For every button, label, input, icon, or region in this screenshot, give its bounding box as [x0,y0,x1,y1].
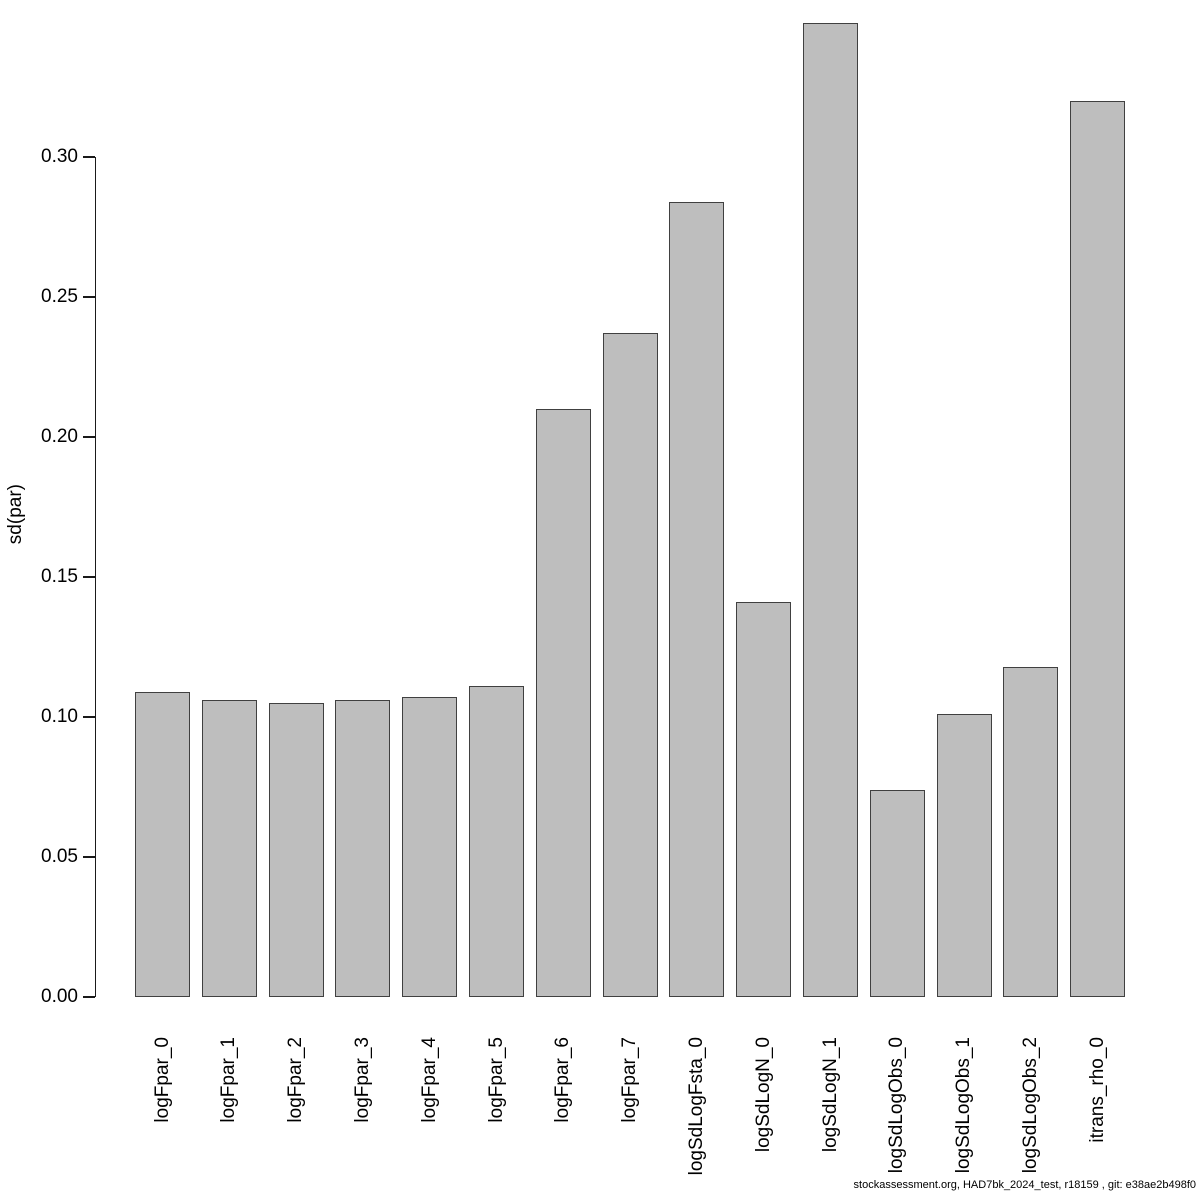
y-axis-tick [82,856,95,858]
x-axis-label-logSdLogObs_1: logSdLogObs_1 [953,1037,975,1174]
y-axis-tick [82,296,95,298]
bar-logFpar_4 [402,697,458,997]
y-axis-tick-label: 0.10 [41,706,78,727]
x-axis-label-logSdLogFsta_0: logSdLogFsta_0 [685,1037,707,1176]
x-axis-label-logFpar_2: logFpar_2 [285,1037,307,1123]
x-axis-label-logSdLogObs_0: logSdLogObs_0 [886,1037,908,1174]
y-axis-tick [82,156,95,158]
bar-logFpar_2 [268,703,324,997]
watermark-text: stockassessment.org, HAD7bk_2024_test, r… [853,1179,1196,1191]
x-axis-label-logFpar_6: logFpar_6 [552,1037,574,1123]
y-axis-tick [82,996,95,998]
x-axis-label-itrans_rho_0: itrans_rho_0 [1086,1037,1108,1143]
bar-logFpar_0 [135,691,190,997]
bar-logFpar_3 [335,700,391,997]
bar-logFpar_7 [602,333,658,997]
y-axis-tick-label: 0.05 [41,846,78,867]
bar-logSdLogObs_0 [869,789,925,997]
y-axis-tick-label: 0.00 [41,986,78,1007]
y-axis-tick-label: 0.25 [41,286,78,307]
y-axis-tick-label: 0.15 [41,566,78,587]
y-axis-tick [82,436,95,438]
y-axis-tick-label: 0.20 [41,426,78,447]
x-axis-label-logFpar_1: logFpar_1 [218,1037,240,1123]
bar-logFpar_5 [469,686,524,997]
x-axis-label-logFpar_5: logFpar_5 [485,1037,507,1123]
bar-logSdLogObs_1 [936,714,992,997]
bar-logSdLogFsta_0 [669,201,725,997]
y-axis-title: sd(par) [5,484,26,545]
x-axis-label-logSdLogN_0: logSdLogN_0 [752,1037,774,1153]
bar-logSdLogN_0 [736,602,792,997]
bar-logFpar_1 [201,700,257,997]
x-axis-label-logSdLogObs_2: logSdLogObs_2 [1019,1037,1041,1174]
bar-itrans_rho_0 [1070,101,1126,997]
x-axis-label-logFpar_3: logFpar_3 [351,1037,373,1123]
bar-logSdLogN_1 [803,22,858,997]
x-axis-label-logFpar_4: logFpar_4 [418,1037,440,1123]
bar-logSdLogObs_2 [1003,666,1059,997]
x-axis-label-logFpar_0: logFpar_0 [151,1037,173,1123]
y-axis-tick [82,716,95,718]
y-axis-tick-label: 0.30 [41,146,78,167]
y-axis-tick [82,576,95,578]
x-axis-label-logSdLogN_1: logSdLogN_1 [819,1037,841,1153]
y-axis-line [94,157,96,997]
bar-logFpar_6 [535,409,591,997]
x-axis-label-logFpar_7: logFpar_7 [619,1037,641,1123]
